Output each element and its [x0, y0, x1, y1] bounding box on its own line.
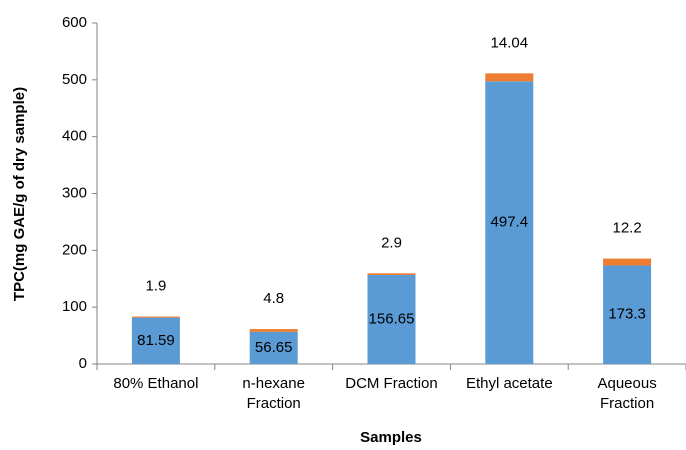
y-tick-label: 400 [62, 128, 87, 145]
y-axis-title: TPC(mg GAE/g of dry sample) [11, 87, 28, 301]
bar-segment [249, 329, 298, 332]
bar-segment [367, 274, 416, 364]
y-tick-label: 0 [79, 355, 87, 372]
x-tick-label: DCM Fraction [345, 375, 438, 392]
bar-segment [603, 265, 652, 364]
data-label: 81.59 [137, 332, 175, 349]
y-tick-label: 200 [62, 241, 87, 258]
data-label: 12.2 [612, 220, 641, 237]
bar-segment [603, 258, 652, 266]
data-label: 1.9 [145, 278, 166, 295]
bar-segment [131, 316, 180, 318]
data-label: 4.8 [263, 290, 284, 307]
data-label: 497.4 [491, 214, 529, 231]
bar-segment [367, 273, 416, 275]
data-label: 173.3 [608, 306, 646, 323]
y-tick-label: 500 [62, 71, 87, 88]
y-tick-label: 100 [62, 298, 87, 315]
x-axis-title: Samples [360, 429, 422, 446]
bar-segment [485, 81, 534, 364]
x-tick-label: Aqueous Fraction [597, 375, 656, 412]
x-tick-label: Ethyl acetate [466, 375, 553, 392]
bar-segment [131, 317, 180, 364]
y-tick-label: 600 [62, 14, 87, 31]
bar-segment [485, 73, 534, 82]
data-label: 156.65 [369, 310, 415, 327]
data-label: 56.65 [255, 339, 293, 356]
data-label: 14.04 [491, 34, 529, 51]
x-tick-label: 80% Ethanol [113, 375, 198, 392]
bar-segment [249, 331, 298, 364]
x-tick-label: n-hexane Fraction [242, 375, 305, 412]
data-label: 2.9 [381, 234, 402, 251]
y-tick-label: 300 [62, 184, 87, 201]
